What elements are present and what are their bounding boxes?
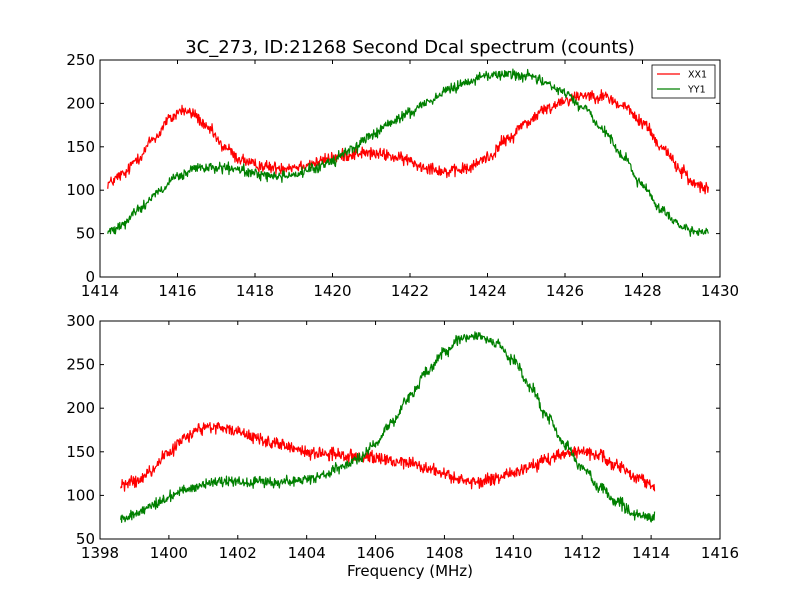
bottom-axes-frame [99,320,721,540]
bottom-tick-layer: 1398 1400 1402 1404 1406 1408 1410 1412 1414 1416… [66,312,739,562]
y-tick-label: 250 [66,356,95,374]
y-tick-label: 250 [66,51,95,69]
legend: XX1 YY1 [651,64,716,99]
x-axis-label: Frequency (MHz) [347,562,473,580]
x-tick-label: 1426 [546,282,584,300]
legend-label-xx1: XX1 [688,70,707,81]
x-tick-label: 1422 [391,282,429,300]
x-tick-label: 1400 [150,544,188,562]
y-tick-label: 50 [76,530,95,548]
x-tick-label: 1416 [158,282,196,300]
x-tick-label: 1404 [288,544,326,562]
x-tick-label: 1418 [236,282,274,300]
y-tick-label: 0 [85,268,95,286]
top-axes: 3C_273, ID:21268 Second Dcal spectrum (c… [66,37,739,300]
x-tick-label: 1406 [356,544,394,562]
y-tick-label: 200 [66,94,95,112]
series-line-xx1 [120,421,656,492]
x-tick-label: 1408 [425,544,463,562]
y-tick-label: 150 [66,443,95,461]
series-line-xx1 [107,89,709,195]
x-tick-label: 1430 [701,282,739,300]
bottom-axes: 1398 1400 1402 1404 1406 1408 1410 1412 1414 1416… [66,312,739,580]
x-tick-label: 1424 [468,282,506,300]
bottom-series-layer [120,331,656,523]
x-tick-label: 1420 [313,282,351,300]
y-tick-label: 50 [76,225,95,243]
top-tick-layer: 1414 1416 1418 1420 1422 1424 1426 1428 1430 0 50 1… [66,51,739,300]
top-series-layer [107,68,709,237]
x-tick-label: 1412 [563,544,601,562]
y-tick-label: 200 [66,399,95,417]
x-tick-label: 1414 [632,544,670,562]
series-line-yy1 [120,331,656,523]
x-tick-label: 1416 [701,544,739,562]
x-tick-label: 1398 [81,544,119,562]
series-line-yy1 [107,68,709,237]
y-tick-label: 300 [66,312,95,330]
x-tick-label: 1402 [219,544,257,562]
x-tick-label: 1414 [81,282,119,300]
y-tick-label: 100 [66,181,95,199]
legend-box [651,64,716,99]
y-tick-label: 100 [66,486,95,504]
top-chart-title: 3C_273, ID:21268 Second Dcal spectrum (c… [185,37,635,58]
x-tick-label: 1410 [494,544,532,562]
y-tick-label: 150 [66,138,95,156]
x-tick-label: 1428 [623,282,661,300]
legend-label-yy1: YY1 [687,85,706,96]
